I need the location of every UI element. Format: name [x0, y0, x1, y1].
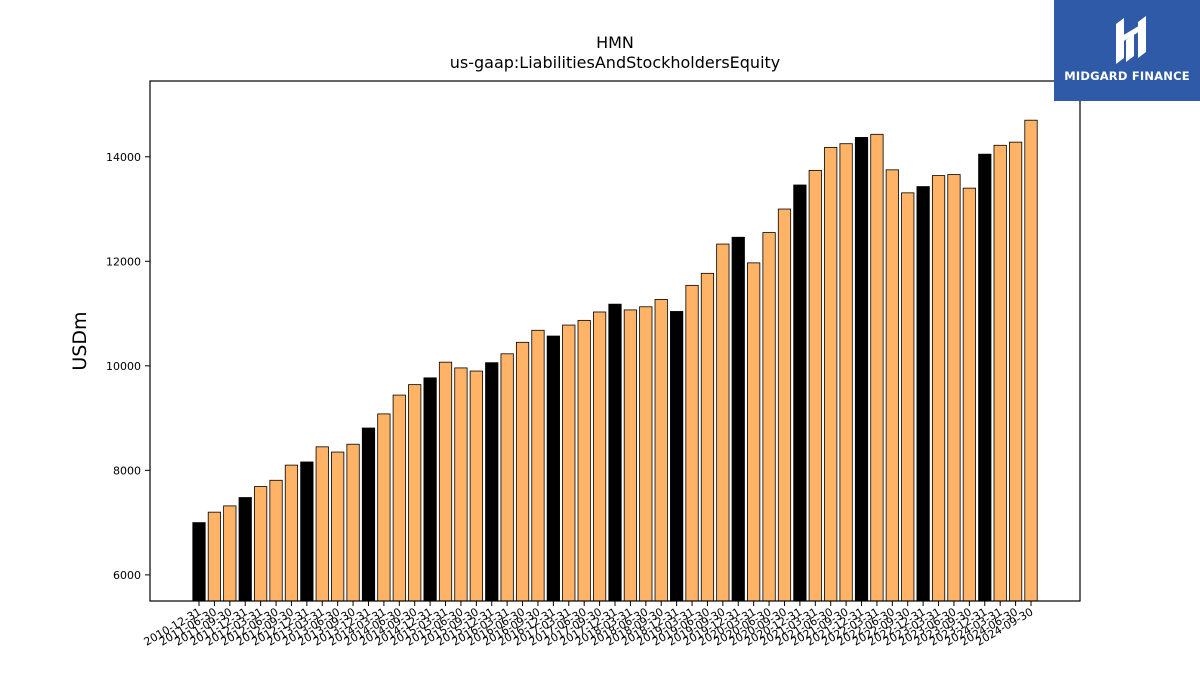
y-tick-label: 6000: [113, 569, 141, 582]
chart-title: HMN: [596, 33, 634, 52]
logo-text: MIDGARD FINANCE: [1064, 69, 1190, 83]
midgard-finance-logo: MIDGARD FINANCE: [1054, 0, 1200, 101]
y-tick-label: 12000: [106, 255, 141, 268]
chart-subtitle: us-gaap:LiabilitiesAndStockholdersEquity: [450, 53, 781, 72]
bar-2012-12-31: [315, 446, 329, 602]
bar-2018-03-31: [639, 306, 653, 602]
bar-2013-03-31: [331, 451, 345, 602]
bar-2018-12-31: [685, 284, 699, 602]
bar-2018-06-30: [654, 299, 668, 602]
bar-2015-12-31: [500, 353, 514, 602]
bar-2017-12-31: [623, 309, 638, 602]
bar-2012-03-31: [269, 479, 283, 602]
bar-2015-03-31: [454, 367, 468, 602]
bar-2020-12-31: [808, 169, 822, 602]
bar-2014-06-30: [408, 384, 422, 602]
bar-2016-03-31: [515, 341, 530, 602]
bar-2013-09-30: [361, 427, 376, 602]
bar-2013-12-31: [377, 413, 391, 602]
x-axis-ticks: 2010-12-312011-06-302011-09-302011-12-31…: [142, 601, 1036, 649]
y-axis-ticks: 6000 8000 10000 12000 14000: [106, 151, 150, 582]
bar-2021-12-31: [870, 133, 884, 602]
bar-2020-09-30: [793, 184, 807, 602]
bars-group: [192, 119, 1038, 602]
bar-2017-06-30: [592, 311, 607, 602]
bar-2018-09-30: [670, 311, 684, 602]
bar-2023-03-31: [947, 174, 961, 602]
plot-frame: [149, 80, 1081, 602]
bar-2014-12-31: [438, 361, 453, 602]
bar-2011-09-30: [238, 497, 252, 602]
bar-2014-03-31: [392, 394, 406, 602]
y-tick-label: 10000: [106, 360, 141, 373]
bar-2017-09-30: [608, 303, 622, 602]
bar-2017-03-31: [577, 319, 591, 602]
bar-2022-06-30: [901, 192, 915, 602]
bar-2013-06-30: [346, 443, 360, 602]
bar-2023-12-31: [993, 144, 1007, 602]
bar-2015-09-30: [485, 362, 499, 602]
bar-2015-06-30: [469, 370, 483, 602]
bar-2011-12-31: [254, 486, 268, 602]
y-tick-label: 8000: [113, 464, 141, 477]
bar-2012-06-30: [284, 464, 299, 602]
bar-2022-09-30: [916, 186, 930, 602]
bar-2014-09-30: [423, 377, 437, 602]
bar-2023-06-30: [962, 187, 976, 602]
bar-2019-12-31: [747, 262, 761, 602]
bar-2024-06-30: [1024, 119, 1038, 602]
midgard-finance-logo-icon: [1116, 16, 1146, 64]
bar-2021-03-31: [824, 146, 838, 602]
bar-2010-12-31: [192, 522, 206, 602]
bar-2016-12-31: [562, 324, 576, 602]
bar-2011-03-31: [207, 511, 222, 602]
bar-2019-03-31: [700, 272, 715, 602]
bar-2021-06-30: [839, 143, 853, 602]
bar-2012-09-30: [300, 461, 314, 602]
bar-2021-09-30: [854, 137, 869, 602]
bar-2020-06-30: [777, 208, 792, 602]
bar-2022-12-31: [931, 175, 946, 602]
bar-2020-03-31: [762, 232, 776, 602]
bar-2024-03-31: [1008, 141, 1023, 602]
bar-2022-03-31: [885, 169, 899, 602]
bar-2019-06-30: [716, 243, 730, 602]
y-tick-label: 14000: [106, 151, 141, 164]
bar-2011-06-30: [223, 505, 237, 602]
bar-2023-09-30: [978, 153, 992, 602]
y-axis-label: USDm: [69, 311, 91, 370]
bar-2016-09-30: [546, 335, 560, 602]
bar-2016-06-30: [531, 329, 545, 602]
bar-2019-09-30: [731, 236, 745, 602]
